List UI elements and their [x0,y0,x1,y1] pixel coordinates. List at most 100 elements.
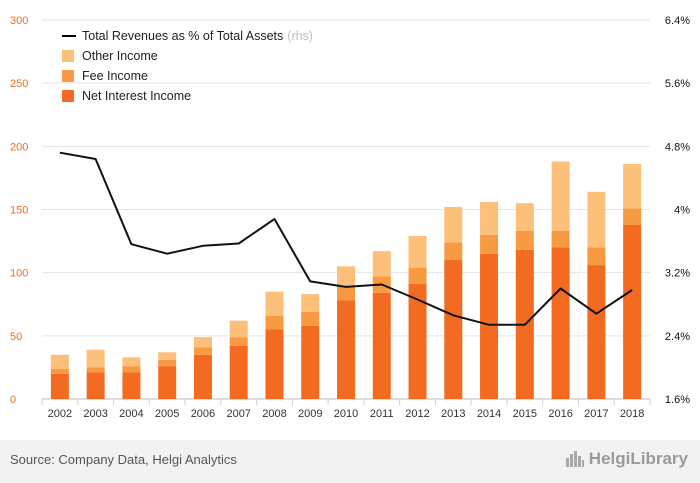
legend-item-fee-income: Fee Income [62,66,313,86]
legend-item-line: Total Revenues as % of Total Assets (rhs… [62,26,313,46]
x-axis-tick-label: 2013 [441,408,465,420]
bar-other-income [444,206,463,243]
bar-net-interest-income [551,247,570,399]
bar-fee-income [551,230,570,248]
x-axis-tick-label: 2003 [83,408,107,420]
left-axis-tick-label: 150 [10,205,28,217]
legend-nii-swatch [62,90,74,102]
brand-logo[interactable]: HelgiLibrary [565,449,688,469]
bar-other-income [193,337,212,348]
legend-item-other-income: Other Income [62,46,313,66]
x-axis-tick-label: 2005 [155,408,179,420]
legend-other-swatch [62,50,74,62]
footer-bar: Source: Company Data, Helgi Analytics He… [0,440,700,483]
bar-other-income [551,161,570,231]
bar-net-interest-income [372,292,391,399]
right-axis-tick-label: 4% [674,205,690,217]
bar-net-interest-income [265,329,284,399]
chart-canvas: 0 1.6% 50 2.4% 100 3.2% 150 4% 200 4.8% 250 5.6% 300… [10,15,690,420]
revenue-ratio-line [59,151,633,326]
bar-net-interest-income [623,224,642,399]
legend-item-net-interest-income: Net Interest Income [62,86,313,106]
x-axis-tick-label: 2011 [370,408,394,420]
city-skyline-icon [565,451,584,467]
bar-fee-income [337,285,355,301]
bar-fee-income [265,315,284,330]
bar-fee-income [193,347,212,355]
left-axis-tick-label: 100 [10,268,28,280]
bar-fee-income [515,230,534,250]
bar-net-interest-income [86,372,105,399]
bar-other-income [122,357,141,367]
legend-line-label: Total Revenues as % of Total Assets [82,29,284,43]
right-axis-tick-label: 1.6% [665,394,690,406]
x-axis-tick-label: 2015 [513,408,537,420]
bar-net-interest-income [408,284,427,399]
bar-fee-income [408,267,427,285]
bar-other-income [480,201,499,235]
bar-fee-income [587,247,606,266]
bar-net-interest-income [587,265,606,399]
bar-other-income [515,203,534,231]
left-axis-tick-label: 300 [10,15,28,27]
chart-legend: Total Revenues as % of Total Assets (rhs… [62,26,313,106]
bar-other-income [229,320,248,338]
right-axis-tick-label: 2.4% [665,331,690,343]
left-axis-tick-label: 250 [10,78,28,90]
right-axis-tick-label: 3.2% [665,268,690,280]
bar-other-income [337,266,355,286]
bar-fee-income [122,366,141,373]
left-axis-tick-label: 0 [10,394,16,406]
bar-net-interest-income [193,354,212,399]
bar-net-interest-income [444,260,463,399]
bar-other-income [301,294,320,312]
bar-other-income [86,349,105,368]
bar-fee-income [86,367,105,373]
bar-other-income [265,291,284,316]
legend-fee-swatch [62,70,74,82]
x-axis-tick-label: 2014 [477,408,501,420]
bar-net-interest-income [229,345,248,399]
bar-fee-income [480,234,499,254]
bar-other-income [408,236,427,268]
bar-fee-income [158,359,177,367]
x-axis-tick-label: 2017 [584,408,608,420]
legend-other-label: Other Income [82,49,158,63]
bar-fee-income [623,208,642,225]
bar-fee-income [229,337,248,346]
right-axis-tick-label: 6.4% [665,15,690,27]
bar-net-interest-income [50,373,69,399]
bar-net-interest-income [480,253,499,399]
bar-fee-income [444,242,463,261]
right-axis-tick-label: 5.6% [665,78,690,90]
source-note: Source: Company Data, Helgi Analytics [10,452,237,467]
x-axis-tick-label: 2006 [191,408,215,420]
legend-line-swatch [62,35,76,37]
right-axis-tick-label: 4.8% [665,141,690,153]
bar-fee-income [301,311,320,326]
x-axis-tick-label: 2012 [405,408,429,420]
left-axis-tick-label: 50 [10,331,22,343]
x-axis-tick-label: 2008 [262,408,286,420]
legend-fee-label: Fee Income [82,69,149,83]
bar-net-interest-income [301,325,320,399]
bar-other-income [50,354,69,369]
legend-nii-label: Net Interest Income [82,89,192,103]
bar-other-income [623,164,642,209]
legend-rhs-suffix: (rhs) [287,29,313,43]
x-axis-tick-label: 2018 [620,408,644,420]
x-axis-tick-label: 2016 [548,408,572,420]
x-axis-tick-label: 2009 [298,408,322,420]
brand-name: HelgiLibrary [588,449,688,468]
x-axis-tick-label: 2004 [119,408,143,420]
bar-net-interest-income [122,372,141,399]
bar-other-income [158,352,177,360]
bar-other-income [587,191,606,248]
bar-fee-income [50,368,69,374]
x-axis-tick-label: 2002 [48,408,72,420]
x-axis-tick-label: 2007 [226,408,250,420]
bar-net-interest-income [337,300,355,399]
left-axis-tick-label: 200 [10,141,28,153]
bar-net-interest-income [158,366,177,399]
